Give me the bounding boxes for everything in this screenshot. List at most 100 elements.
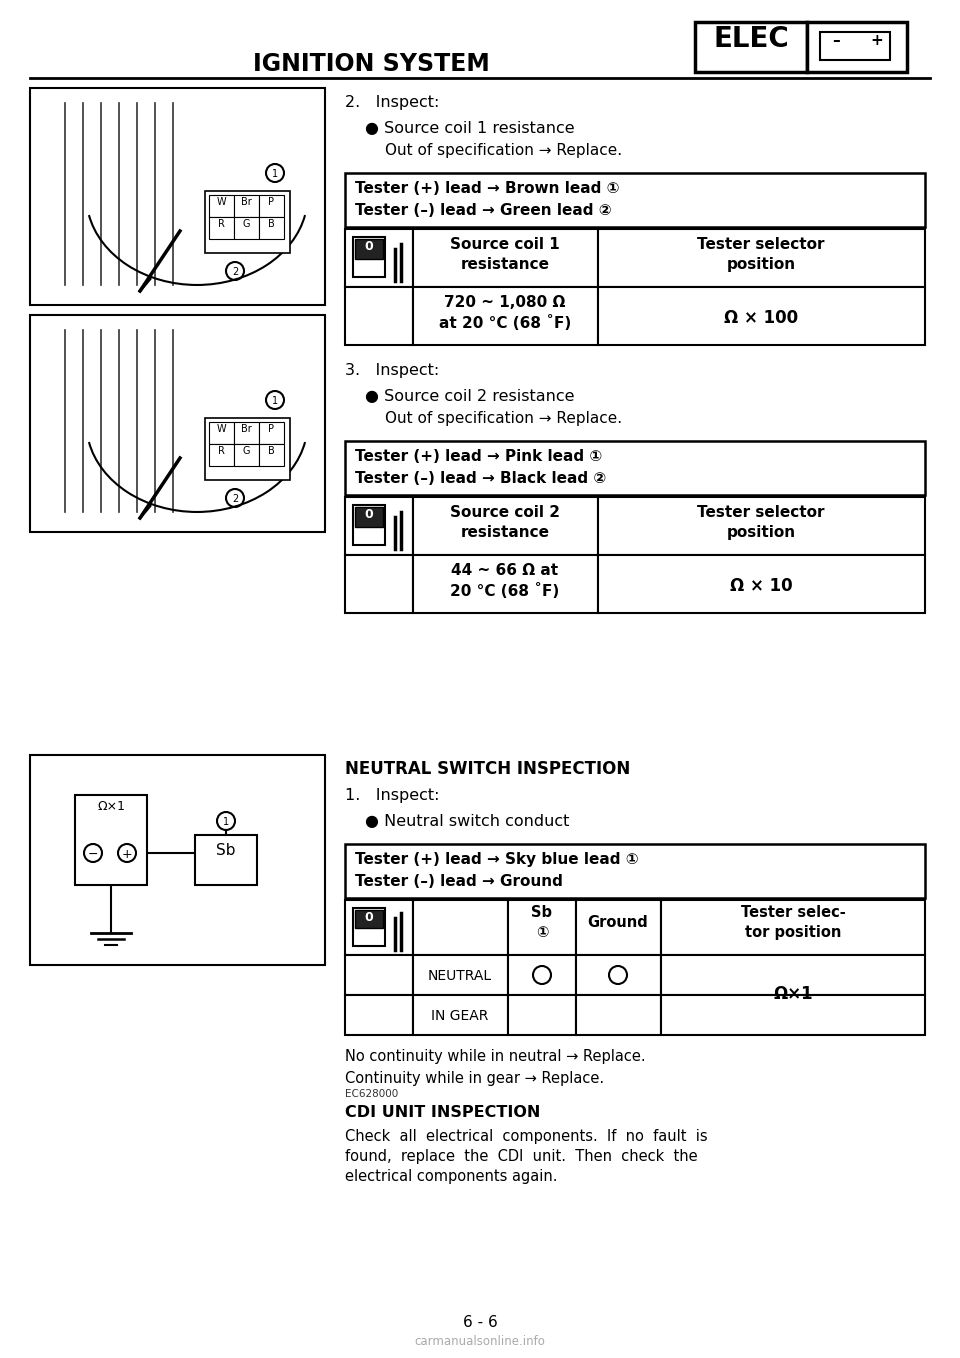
Text: carmanualsonline.info: carmanualsonline.info — [415, 1335, 545, 1348]
Text: B: B — [268, 445, 275, 456]
Bar — [353, 238, 385, 277]
Text: found,  replace  the  CDI  unit.  Then  check  the: found, replace the CDI unit. Then check … — [345, 1149, 698, 1164]
Text: ELEC: ELEC — [713, 24, 789, 53]
Bar — [30, 315, 325, 532]
Bar — [413, 497, 598, 555]
Bar — [209, 444, 234, 466]
Bar — [508, 955, 576, 995]
Bar — [75, 794, 147, 885]
Text: Ω × 10: Ω × 10 — [730, 577, 792, 595]
Bar — [259, 444, 284, 466]
Text: G: G — [242, 445, 250, 456]
Text: 2: 2 — [232, 268, 238, 277]
Bar — [234, 196, 259, 217]
Bar — [695, 22, 807, 72]
Text: IN GEAR: IN GEAR — [431, 1009, 489, 1023]
Text: EC628000: EC628000 — [345, 1089, 398, 1099]
Text: Tester selector
position: Tester selector position — [697, 505, 825, 539]
Text: 0: 0 — [365, 911, 373, 923]
Text: Ω×1: Ω×1 — [97, 800, 125, 813]
Bar — [355, 239, 383, 259]
Bar — [598, 497, 925, 555]
Text: −: − — [87, 847, 98, 861]
Bar — [413, 230, 598, 287]
Text: NEUTRAL SWITCH INSPECTION: NEUTRAL SWITCH INSPECTION — [345, 760, 631, 778]
Bar — [345, 497, 413, 555]
Text: W: W — [216, 197, 226, 206]
Text: Br: Br — [241, 424, 252, 435]
Text: 0: 0 — [365, 508, 373, 521]
Bar — [345, 230, 413, 287]
Bar — [259, 422, 284, 444]
Text: No continuity while in neutral → Replace.: No continuity while in neutral → Replace… — [345, 1048, 646, 1065]
Text: 1: 1 — [272, 397, 278, 406]
Bar — [30, 88, 325, 306]
Text: 2.   Inspect:: 2. Inspect: — [345, 95, 440, 110]
Text: ● Source coil 1 resistance: ● Source coil 1 resistance — [365, 121, 575, 136]
Text: 1: 1 — [272, 168, 278, 179]
Text: 0: 0 — [365, 240, 373, 253]
Bar — [508, 900, 576, 955]
Bar — [413, 995, 508, 1035]
Bar — [345, 441, 925, 496]
Bar — [345, 555, 413, 612]
Bar — [576, 900, 661, 955]
Bar — [508, 995, 576, 1035]
Text: R: R — [218, 445, 225, 456]
Bar — [209, 217, 234, 239]
Bar — [259, 196, 284, 217]
Bar — [576, 995, 661, 1035]
Text: Source coil 1
resistance: Source coil 1 resistance — [450, 238, 560, 272]
Text: 3.   Inspect:: 3. Inspect: — [345, 363, 440, 378]
Text: Ω × 100: Ω × 100 — [724, 310, 798, 327]
Bar — [209, 196, 234, 217]
Text: IGNITION SYSTEM: IGNITION SYSTEM — [253, 52, 490, 76]
Text: +: + — [122, 847, 132, 861]
Bar — [205, 418, 290, 479]
Text: +: + — [870, 33, 883, 48]
Text: Out of specification → Replace.: Out of specification → Replace. — [385, 411, 622, 426]
Text: R: R — [218, 219, 225, 230]
Bar — [345, 900, 413, 955]
Bar — [205, 191, 290, 253]
Bar — [598, 555, 925, 612]
Bar — [234, 444, 259, 466]
Text: Tester (+) lead → Sky blue lead ①: Tester (+) lead → Sky blue lead ① — [355, 851, 638, 866]
Text: 44 ~ 66 Ω at
20 °C (68 ˚F): 44 ~ 66 Ω at 20 °C (68 ˚F) — [450, 564, 560, 599]
Text: 2: 2 — [232, 494, 238, 504]
Bar — [30, 755, 325, 966]
Bar — [355, 507, 383, 527]
Text: Tester (+) lead → Brown lead ①: Tester (+) lead → Brown lead ① — [355, 181, 619, 196]
Text: Tester (–) lead → Green lead ②: Tester (–) lead → Green lead ② — [355, 202, 612, 219]
Text: ● Neutral switch conduct: ● Neutral switch conduct — [365, 813, 569, 828]
Bar — [259, 217, 284, 239]
Bar — [820, 33, 890, 60]
Text: Tester selec-
tor position: Tester selec- tor position — [740, 904, 846, 940]
Text: NEUTRAL: NEUTRAL — [428, 970, 492, 983]
Text: electrical components again.: electrical components again. — [345, 1169, 558, 1184]
Bar — [353, 909, 385, 947]
Bar — [345, 955, 413, 995]
Bar — [598, 230, 925, 287]
Text: CDI UNIT INSPECTION: CDI UNIT INSPECTION — [345, 1105, 540, 1120]
Bar — [413, 287, 598, 345]
Text: P: P — [268, 197, 274, 206]
Bar — [345, 172, 925, 227]
Text: 720 ~ 1,080 Ω
at 20 °C (68 ˚F): 720 ~ 1,080 Ω at 20 °C (68 ˚F) — [439, 295, 571, 331]
Text: Check  all  electrical  components.  If  no  fault  is: Check all electrical components. If no f… — [345, 1128, 708, 1143]
Text: Source coil 2
resistance: Source coil 2 resistance — [450, 505, 560, 539]
Text: Ground: Ground — [588, 915, 648, 930]
Bar — [234, 422, 259, 444]
Bar — [353, 505, 385, 545]
Bar — [598, 287, 925, 345]
Text: 1: 1 — [223, 818, 229, 827]
Bar — [355, 910, 383, 928]
Bar — [807, 22, 907, 72]
Bar — [413, 900, 508, 955]
Text: 1.   Inspect:: 1. Inspect: — [345, 788, 440, 803]
Text: G: G — [242, 219, 250, 230]
Text: Tester (–) lead → Black lead ②: Tester (–) lead → Black lead ② — [355, 471, 607, 486]
Text: Tester (–) lead → Ground: Tester (–) lead → Ground — [355, 875, 563, 889]
Text: ● Source coil 2 resistance: ● Source coil 2 resistance — [365, 388, 574, 403]
Text: Br: Br — [241, 197, 252, 206]
